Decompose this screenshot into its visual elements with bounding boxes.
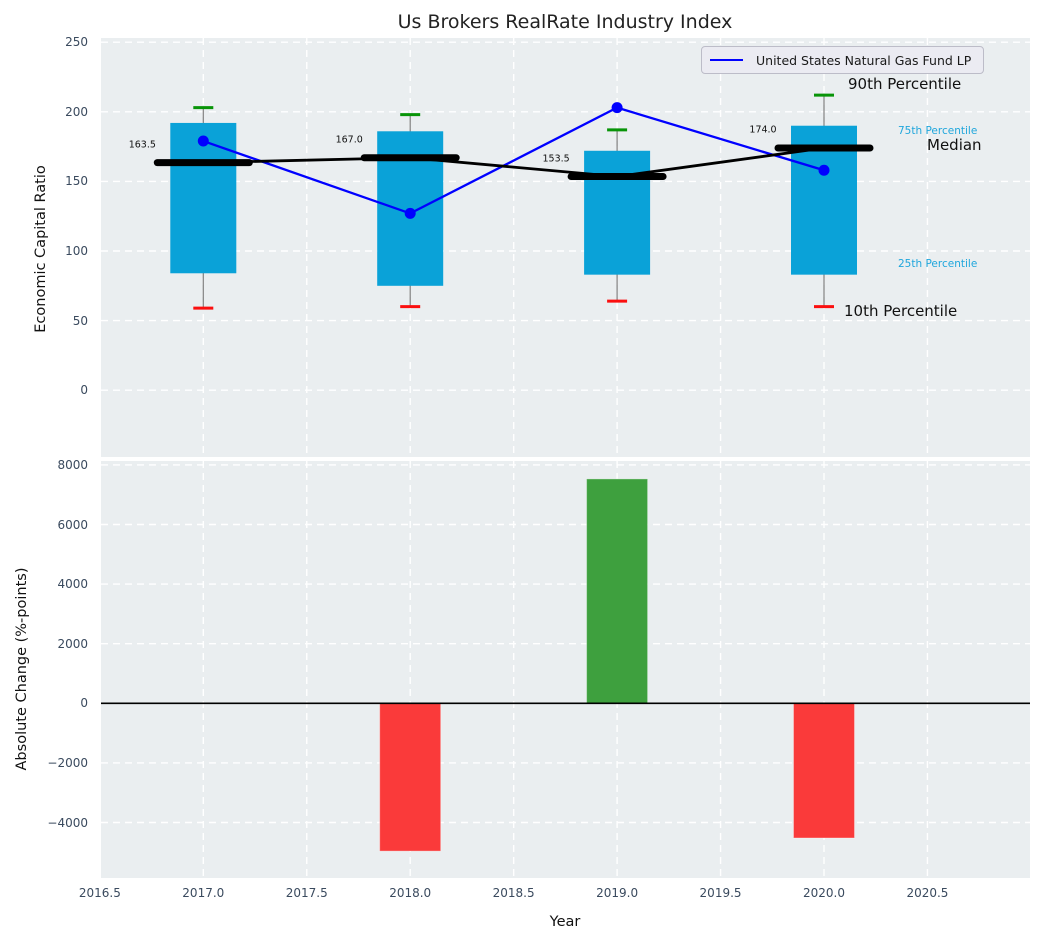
x-tick-label: 2020.5	[906, 886, 949, 900]
y-tick-label: 200	[65, 104, 88, 119]
y-tick-label: −4000	[47, 815, 88, 830]
legend-line-sample	[710, 59, 743, 61]
x-tick-label: 2020.0	[803, 886, 845, 900]
y-tick-label: 0	[80, 696, 88, 711]
percentile-label-90: 90th Percentile	[848, 75, 962, 93]
percentile-label-75: 75th Percentile	[898, 125, 978, 137]
x-tick-label: 2019.5	[699, 886, 742, 900]
bottom-axes	[101, 461, 1030, 878]
y-tick-label: 150	[65, 174, 88, 189]
percentile-label-25: 25th Percentile	[898, 258, 978, 270]
chart-title: Us Brokers RealRate Industry Index	[397, 11, 733, 33]
bottom-chart-svg	[101, 461, 1030, 878]
top-chart-svg	[101, 38, 1030, 457]
x-tick-label: 2019.0	[596, 886, 639, 900]
fund-point	[611, 102, 623, 114]
x-tick-label: 2016.5	[78, 886, 121, 900]
fund-point	[197, 135, 209, 147]
iqr-box	[584, 150, 651, 275]
fund-line	[202, 106, 825, 215]
median-value-annotation: 163.5	[128, 139, 156, 151]
y-axis-label-bottom: Absolute Change (%-points)	[14, 567, 30, 771]
legend-label: United States Natural Gas Fund LP	[756, 52, 972, 68]
bar-negative	[379, 702, 442, 852]
y-tick-label: −2000	[47, 755, 88, 770]
bar-positive	[586, 478, 649, 704]
y-tick-label: 250	[65, 35, 88, 50]
x-tick-label: 2018.5	[492, 886, 535, 900]
x-axis-label: Year	[549, 914, 581, 930]
median-value-annotation: 153.5	[542, 153, 570, 165]
percentile-label-10: 10th Percentile	[844, 302, 958, 320]
y-tick-label: 50	[72, 313, 88, 328]
x-tick-label: 2017.0	[182, 886, 225, 900]
y-tick-label: 0	[80, 383, 88, 398]
y-tick-label: 6000	[57, 517, 88, 532]
x-tick-label: 2018.0	[389, 886, 432, 900]
legend: United States Natural Gas Fund LP	[701, 46, 985, 74]
top-axes: United States Natural Gas Fund LP 90th P…	[101, 38, 1030, 457]
y-tick-label: 8000	[57, 457, 88, 472]
median-value-annotation: 174.0	[749, 124, 777, 136]
median-value-annotation: 167.0	[335, 134, 363, 146]
x-tick-label: 2017.5	[285, 886, 328, 900]
fund-point	[818, 164, 830, 176]
y-tick-label: 2000	[57, 636, 88, 651]
y-tick-label: 100	[65, 244, 88, 258]
fund-point	[404, 207, 416, 219]
median-label: Median	[927, 136, 982, 154]
median-line	[203, 146, 825, 178]
y-tick-label: 4000	[57, 577, 88, 592]
bar-negative	[793, 702, 855, 839]
